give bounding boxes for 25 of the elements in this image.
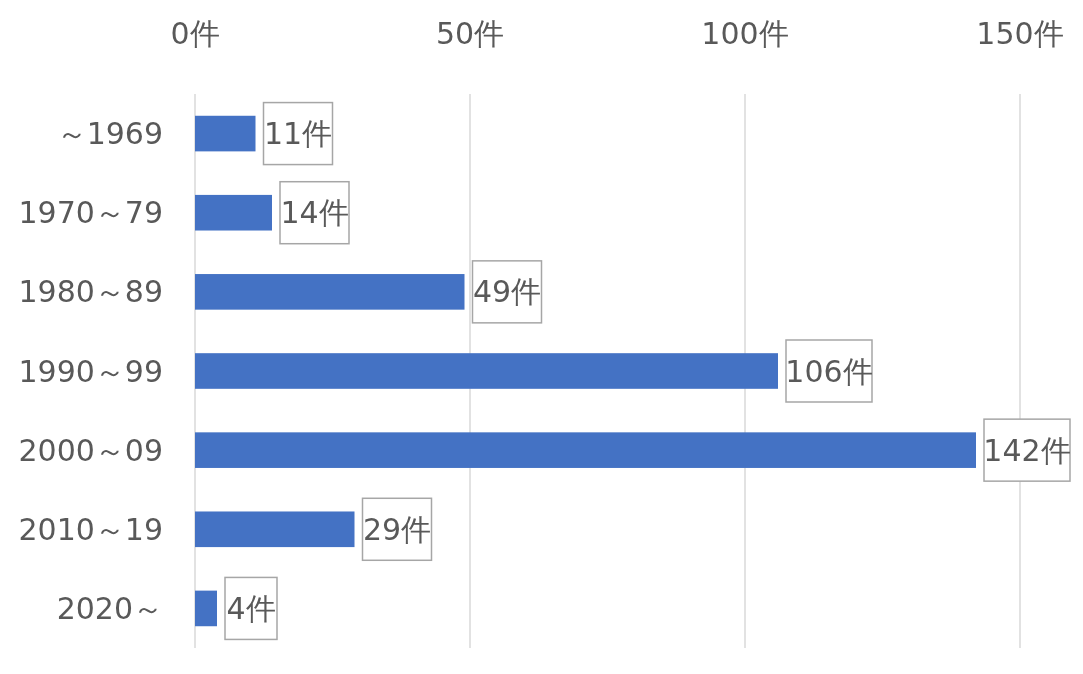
data-label: 106件 [785,353,873,389]
data-label: 49件 [472,274,542,310]
x-tick-label: 50件 [435,16,505,51]
bar [195,590,217,627]
data-label: 142件 [983,432,1071,468]
bar [195,274,465,310]
bar [195,432,976,468]
bar [195,353,778,389]
x-tick-label: 0件 [170,16,220,51]
x-tick-label: 100件 [701,16,789,51]
y-tick-label: 1980～89 [18,274,163,310]
y-tick-label: 2020～ [56,590,163,626]
data-label: 29件 [362,511,432,547]
y-tick-label: 1970～79 [18,195,163,231]
y-tick-label: 1990～99 [18,353,163,389]
y-tick-label: 2010～19 [18,511,163,547]
y-tick-label: 2000～09 [18,432,163,468]
y-tick-label: ～1969 [56,116,163,152]
data-label: 4件 [226,590,276,626]
bar [195,115,256,152]
data-label: 14件 [280,195,349,231]
data-label: 11件 [263,116,333,152]
x-tick-label: 150件 [976,16,1064,51]
bar [195,194,272,231]
bar [195,511,355,548]
